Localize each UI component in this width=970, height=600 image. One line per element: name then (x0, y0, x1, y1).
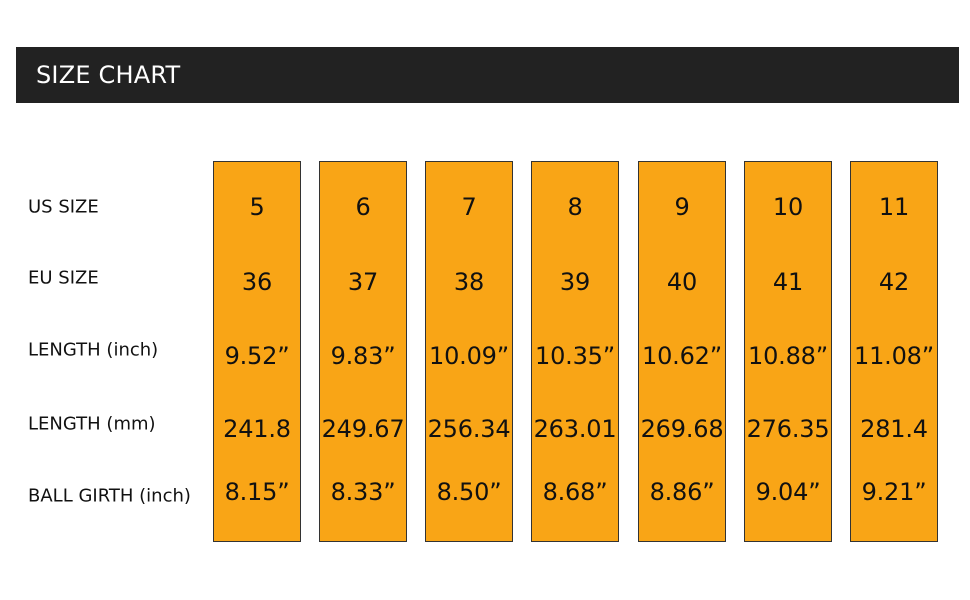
size-column: 6 37 9.83” 249.67 8.33” (319, 161, 407, 542)
size-column: 5 36 9.52” 241.8 8.15” (213, 161, 301, 542)
page-title: SIZE CHART (36, 61, 181, 89)
cell-ball-girth: 8.86” (649, 478, 715, 506)
row-label-length-mm: LENGTH (mm) (28, 413, 156, 435)
cell-length-inch: 10.62” (642, 342, 722, 370)
cell-length-mm: 276.35 (746, 415, 830, 443)
cell-length-inch: 9.52” (224, 342, 290, 370)
size-column: 11 42 11.08” 281.4 9.21” (850, 161, 938, 542)
cell-length-mm: 263.01 (533, 415, 617, 443)
cell-eu-size: 42 (878, 268, 910, 296)
cell-length-mm: 249.67 (321, 415, 405, 443)
cell-us-size: 6 (355, 193, 371, 221)
cell-eu-size: 41 (772, 268, 804, 296)
cell-us-size: 8 (567, 193, 583, 221)
row-label-us-size: US SIZE (28, 196, 99, 218)
cell-eu-size: 38 (453, 268, 485, 296)
cell-eu-size: 40 (666, 268, 698, 296)
size-column: 7 38 10.09” 256.34 8.50” (425, 161, 513, 542)
cell-eu-size: 37 (347, 268, 379, 296)
cell-us-size: 9 (674, 193, 690, 221)
cell-ball-girth: 8.68” (542, 478, 608, 506)
cell-ball-girth: 8.50” (436, 478, 502, 506)
cell-us-size: 5 (249, 193, 265, 221)
size-column: 8 39 10.35” 263.01 8.68” (531, 161, 619, 542)
cell-length-inch: 9.83” (330, 342, 396, 370)
cell-length-mm: 256.34 (427, 415, 511, 443)
row-label-eu-size: EU SIZE (28, 267, 99, 289)
cell-ball-girth: 9.04” (755, 478, 821, 506)
cell-us-size: 11 (878, 193, 910, 221)
cell-eu-size: 36 (241, 268, 273, 296)
cell-length-inch: 10.88” (748, 342, 828, 370)
cell-length-mm: 281.4 (860, 415, 928, 443)
cell-us-size: 10 (772, 193, 804, 221)
header-bar: SIZE CHART (16, 47, 959, 103)
cell-ball-girth: 8.33” (330, 478, 396, 506)
cell-us-size: 7 (461, 193, 477, 221)
row-label-length-inch: LENGTH (inch) (28, 339, 159, 361)
cell-length-inch: 10.09” (429, 342, 509, 370)
cell-ball-girth: 9.21” (861, 478, 927, 506)
cell-length-inch: 10.35” (535, 342, 615, 370)
row-label-ball-girth: BALL GIRTH (inch) (28, 485, 191, 507)
size-column: 9 40 10.62” 269.68 8.86” (638, 161, 726, 542)
size-column: 10 41 10.88” 276.35 9.04” (744, 161, 832, 542)
cell-length-mm: 269.68 (640, 415, 724, 443)
cell-length-inch: 11.08” (854, 342, 934, 370)
cell-ball-girth: 8.15” (224, 478, 290, 506)
cell-length-mm: 241.8 (223, 415, 291, 443)
cell-eu-size: 39 (559, 268, 591, 296)
